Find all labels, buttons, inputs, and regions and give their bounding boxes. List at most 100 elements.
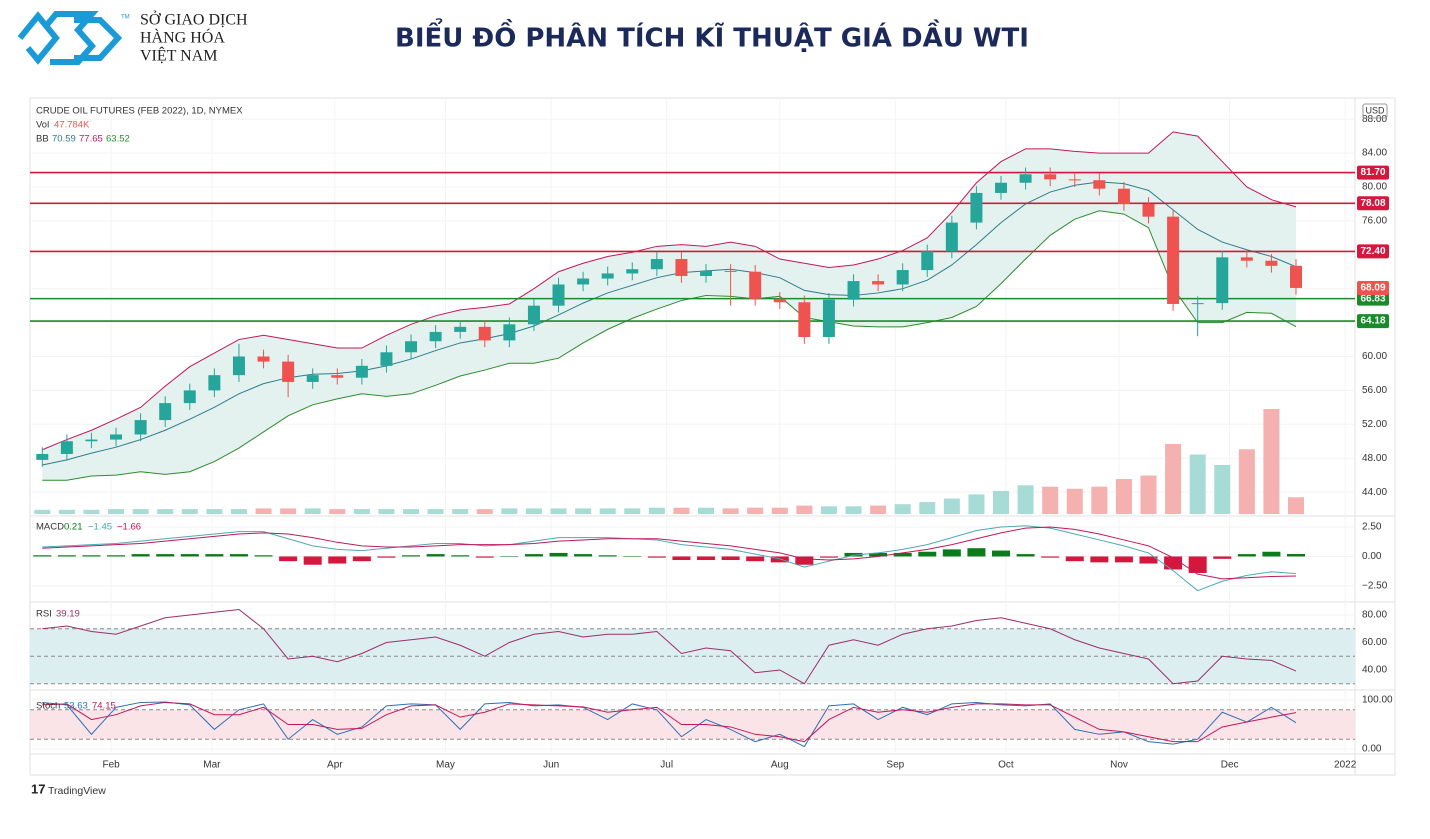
candle-body xyxy=(282,361,295,382)
tv-mark: 17 xyxy=(31,781,45,796)
candle-body xyxy=(577,278,590,285)
y-tick-label: 44.00 xyxy=(1362,487,1387,498)
macd-histogram-bar xyxy=(33,555,52,557)
x-tick-label: Dec xyxy=(1221,760,1239,771)
level-label-box xyxy=(1357,196,1389,211)
volume-bar xyxy=(599,508,616,514)
macd-name: MACD xyxy=(36,522,64,533)
volume-bar xyxy=(501,508,518,514)
volume-bar xyxy=(993,490,1010,514)
volume-bar xyxy=(943,498,960,514)
candle-body xyxy=(1142,203,1155,217)
volume-bar xyxy=(1165,444,1182,514)
x-tick-label: Jul xyxy=(660,760,673,771)
macd-histogram-bar xyxy=(549,552,568,557)
volume-bar xyxy=(1238,449,1255,514)
volume-bar xyxy=(525,508,542,514)
volume-bar xyxy=(58,509,75,514)
bb-upper-value: 77.65 xyxy=(79,134,103,145)
title: BIỂU ĐỒ PHÂN TÍCH KĨ THUẬT GIÁ DẦU WTI xyxy=(395,17,1029,54)
candle-body xyxy=(650,259,663,270)
level-label-box xyxy=(1357,291,1389,306)
macd-histogram-bar xyxy=(402,555,421,557)
macd-histogram-bar xyxy=(598,555,617,557)
candle-body xyxy=(527,305,540,325)
candle-body xyxy=(945,222,958,252)
candle-body xyxy=(331,375,344,378)
y-tick-label: −2.50 xyxy=(1362,581,1388,592)
volume-bar xyxy=(1017,485,1034,514)
candle-body xyxy=(1216,257,1229,304)
candle-body xyxy=(724,270,737,272)
volume-bar xyxy=(870,505,887,514)
volume-bar xyxy=(108,509,125,514)
candle-body xyxy=(896,270,909,285)
candle-body xyxy=(1093,180,1106,189)
macd-histogram-bar xyxy=(1065,556,1084,562)
y-tick-label: 60.00 xyxy=(1362,351,1387,362)
volume-bar xyxy=(698,507,715,514)
volume-bar xyxy=(132,509,149,514)
level-label: 78.08 xyxy=(1360,198,1385,209)
candle-body xyxy=(872,281,885,285)
volume-bar xyxy=(403,509,420,514)
footer: TradingView xyxy=(48,785,106,797)
macd-histogram-bar xyxy=(57,555,76,557)
macd-histogram-bar xyxy=(279,556,298,562)
macd-histogram-bar xyxy=(1090,556,1109,563)
macd-histogram-bar xyxy=(992,550,1011,557)
macd-histogram-bar xyxy=(328,556,347,564)
bb-upper xyxy=(42,131,1297,451)
trademark: TM xyxy=(121,15,130,21)
volume-bar xyxy=(550,508,567,514)
volume-bar xyxy=(280,508,297,514)
candle-body xyxy=(675,259,688,276)
volume-bar xyxy=(378,509,395,514)
macd-histogram-bar xyxy=(647,556,666,558)
y-tick-label: 100.00 xyxy=(1362,695,1393,706)
candle-body xyxy=(601,273,614,279)
candle-body xyxy=(822,299,835,338)
candle-body xyxy=(380,352,393,366)
x-tick-label: May xyxy=(436,760,455,771)
candle-body xyxy=(773,298,786,303)
logo xyxy=(17,11,123,65)
volume-bar xyxy=(329,509,346,514)
level-label: 66.83 xyxy=(1360,293,1385,304)
volume-bar xyxy=(1066,488,1083,514)
macd-histogram-bar xyxy=(254,555,273,557)
volume-bar xyxy=(304,508,321,514)
volume-bar xyxy=(575,508,592,514)
stoch-d-value: 74.15 xyxy=(92,701,116,712)
macd-histogram-bar xyxy=(770,556,789,563)
macd-histogram-bar xyxy=(352,556,371,562)
level-label-box xyxy=(1357,244,1389,259)
macd-histogram-bar xyxy=(1213,556,1232,559)
macd-histogram-bar xyxy=(844,552,863,557)
volume-bar xyxy=(845,506,862,514)
candle-body xyxy=(478,326,491,341)
y-tick-label: 80.00 xyxy=(1362,182,1387,193)
macd-histogram-bar xyxy=(1139,556,1158,564)
candle-body xyxy=(921,251,934,271)
volume-bar xyxy=(1263,409,1280,514)
level-label-box xyxy=(1357,165,1389,180)
volume-bar xyxy=(353,509,370,514)
y-tick-label: 2.50 xyxy=(1362,522,1382,533)
volume-bar xyxy=(255,508,272,514)
volume-bar xyxy=(648,507,665,514)
vol-value: 47.784K xyxy=(54,120,90,131)
volume-bar xyxy=(796,505,813,514)
x-tick-label: Nov xyxy=(1110,760,1128,771)
y-tick-label: 76.00 xyxy=(1362,216,1387,227)
volume-bar xyxy=(771,507,788,514)
y-tick-label: 60.00 xyxy=(1362,637,1387,648)
bb-basis-value: 70.59 xyxy=(52,134,76,145)
x-tick-label: Oct xyxy=(998,760,1014,771)
volume-bar xyxy=(157,509,174,514)
bb-basis xyxy=(42,181,1297,466)
volume-bar xyxy=(673,507,690,514)
level-label: 81.70 xyxy=(1360,167,1385,178)
instrument: CRUDE OIL FUTURES (FEB 2022), 1D, NYMEX xyxy=(36,106,243,117)
